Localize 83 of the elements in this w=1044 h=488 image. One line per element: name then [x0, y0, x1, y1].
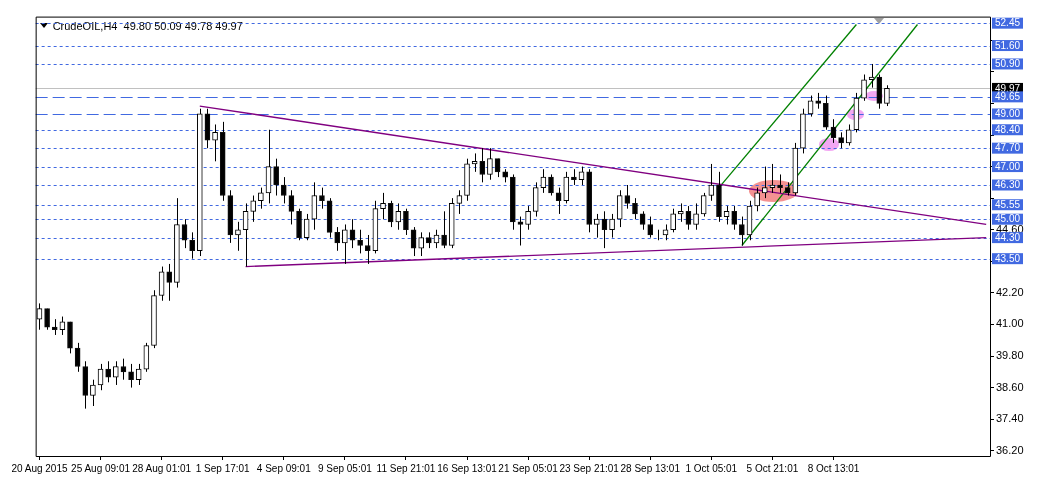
y-tick-label: 36.20	[996, 443, 1024, 456]
ref-line-label: 50.90	[995, 58, 1021, 70]
x-tick-label: 5 Oct 21:01	[746, 462, 799, 474]
ref-line-label: 47.70	[995, 142, 1021, 154]
candlestick	[189, 231, 195, 260]
candlestick	[593, 213, 600, 239]
candlestick	[311, 181, 318, 231]
ref-line-label: 45.00	[995, 213, 1021, 225]
candlestick	[418, 231, 425, 257]
x-tick-label: 11 Sep 21:01	[376, 462, 436, 474]
candlestick	[823, 95, 829, 131]
x-tick-label: 28 Sep 13:01	[620, 462, 681, 474]
x-tick-label: 23 Sep 21:01	[559, 462, 620, 474]
candlestick	[319, 187, 325, 210]
y-tick-label: 38.60	[996, 380, 1024, 393]
candlestick	[112, 360, 119, 386]
y-tick-label: 39.80	[996, 349, 1024, 362]
ref-line-label: 51.60	[995, 39, 1021, 51]
candlestick	[441, 210, 447, 249]
ref-line-label: 49.97	[995, 82, 1021, 94]
x-tick-label: 1 Oct 05:01	[685, 462, 738, 474]
candlestick	[395, 202, 402, 231]
ref-line-label: 49.00	[995, 108, 1021, 120]
candlestick	[380, 192, 386, 220]
x-tick-label: 25 Aug 09:01	[71, 462, 131, 474]
candlestick	[754, 187, 760, 212]
candlestick	[700, 192, 707, 218]
candlestick	[548, 173, 554, 197]
candlestick	[334, 226, 341, 252]
candlestick	[280, 176, 287, 204]
y-tick-label: 42.20	[996, 285, 1024, 298]
candlestick	[517, 216, 524, 247]
x-tick-label: 1 Sep 17:01	[195, 462, 251, 474]
candlestick	[212, 123, 218, 162]
candlestick	[250, 195, 257, 223]
ref-line-label: 45.55	[995, 198, 1021, 210]
x-tick-label: 8 Oct 13:01	[807, 462, 860, 474]
ref-line-label: 52.45	[995, 17, 1021, 29]
candlestick	[739, 216, 745, 247]
candlestick	[670, 208, 676, 233]
candlestick	[135, 363, 142, 386]
x-tick-label: 21 Sep 05:01	[498, 462, 559, 474]
ref-line-label: 49.65	[995, 91, 1021, 103]
candlestick	[708, 163, 715, 202]
candlestick	[128, 363, 134, 389]
candlestick	[884, 84, 890, 107]
candlestick	[90, 379, 96, 407]
ref-line-label: 46.30	[995, 179, 1021, 191]
candlestick	[105, 360, 112, 383]
ref-line-label: 43.50	[995, 252, 1021, 264]
candlestick	[166, 263, 173, 302]
candlestick	[845, 123, 852, 147]
candlestick	[364, 234, 371, 265]
candlestick	[632, 197, 638, 220]
candlestick	[609, 213, 615, 239]
ref-line-label: 48.40	[995, 123, 1021, 135]
candlestick	[761, 166, 768, 199]
candlestick	[487, 147, 493, 181]
candlestick	[273, 158, 279, 197]
candlestick	[258, 187, 264, 210]
candlestick	[861, 73, 867, 102]
candlestick	[403, 208, 409, 236]
candlestick	[616, 189, 623, 228]
y-tick-label: 41.00	[996, 317, 1024, 330]
x-tick-label: 16 Sep 13:01	[437, 462, 498, 474]
candlestick	[235, 221, 241, 252]
ref-line-label: 47.00	[995, 160, 1021, 172]
candlestick	[303, 213, 310, 241]
ref-line-label: 44.30	[995, 231, 1021, 243]
candlestick	[693, 202, 699, 231]
candlestick	[357, 229, 363, 254]
candlestick	[647, 216, 654, 239]
x-tick-label: 9 Sep 05:01	[317, 462, 373, 474]
x-tick-label: 20 Aug 2015	[11, 462, 68, 474]
candlestick	[563, 171, 570, 204]
y-tick-label: 37.40	[996, 412, 1024, 425]
candlestick	[731, 205, 738, 231]
candlestick	[532, 181, 539, 218]
x-tick-label: 4 Sep 09:01	[256, 462, 312, 474]
candlestick	[479, 147, 486, 183]
candlestick	[342, 223, 348, 265]
candlestick	[525, 205, 531, 231]
x-tick-label: 28 Aug 01:01	[132, 462, 192, 474]
